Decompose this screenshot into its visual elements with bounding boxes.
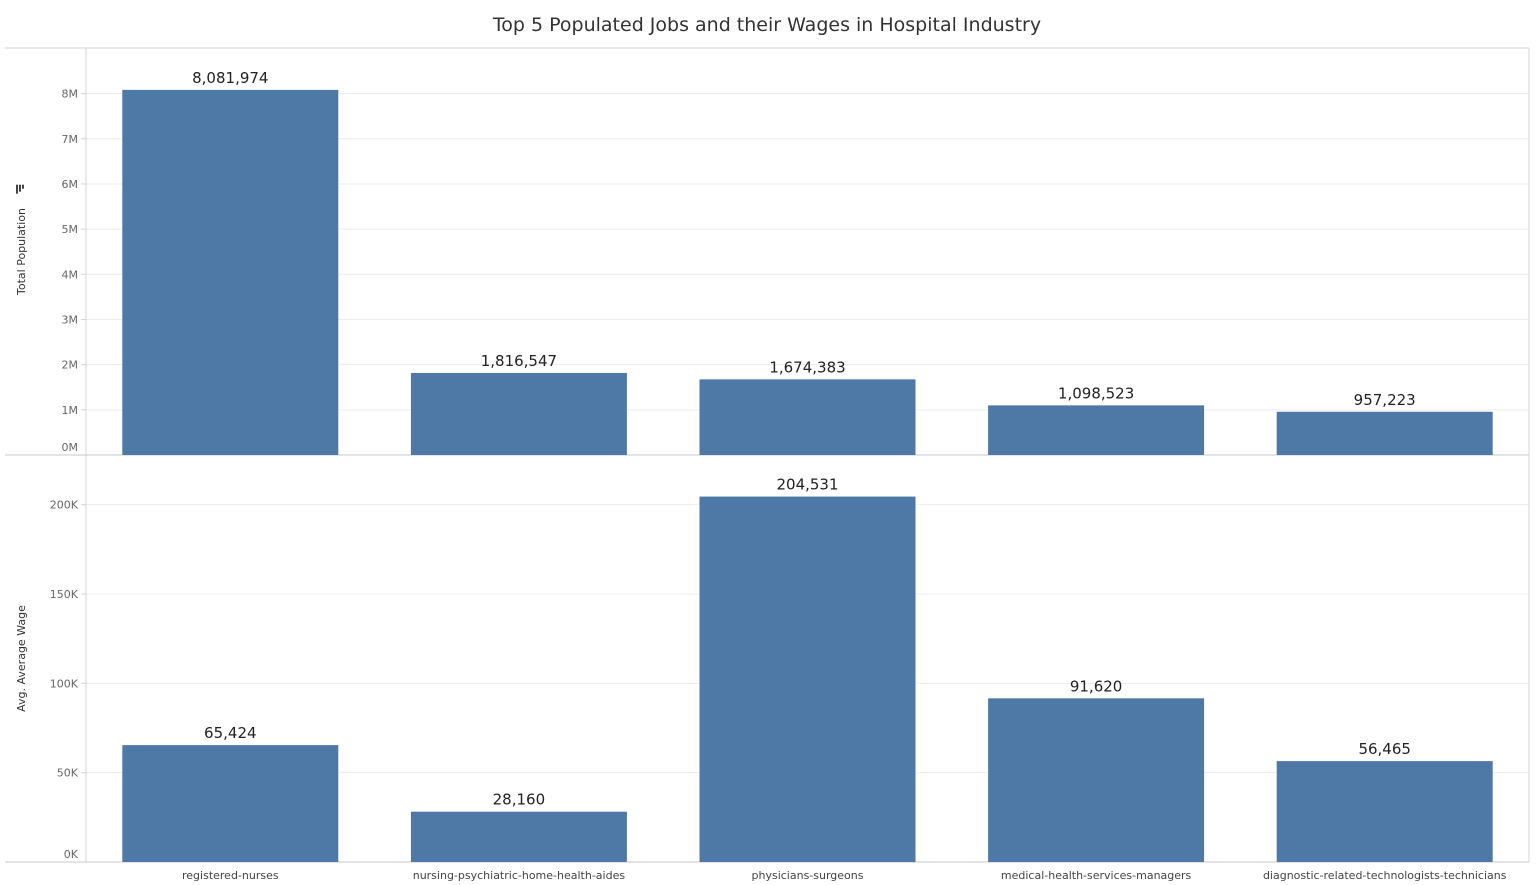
- y-tick-label: 8M: [62, 88, 79, 101]
- bar-wage-registered-nurses: [122, 745, 339, 862]
- y-tick-label: 6M: [62, 178, 79, 191]
- bar-population-medical-health-services-managers: [988, 405, 1205, 455]
- x-tick-label: physicians-surgeons: [752, 869, 864, 882]
- y-tick-label: 200K: [50, 499, 79, 512]
- y-tick-label: 4M: [62, 268, 79, 281]
- data-label: 957,223: [1354, 391, 1416, 409]
- bars: [122, 89, 1493, 862]
- y-tick-label: 150K: [50, 588, 79, 601]
- sort-descending-icon[interactable]: [16, 184, 24, 194]
- chart-title: Top 5 Populated Jobs and their Wages in …: [492, 14, 1041, 36]
- y-tick-label: 0K: [64, 848, 79, 861]
- data-label: 204,531: [776, 476, 838, 494]
- x-tick-label: medical-health-services-managers: [1001, 869, 1192, 882]
- bar-population-physicians-surgeons: [699, 379, 916, 455]
- y-tick-label: 5M: [62, 223, 79, 236]
- y-tick-label: 100K: [50, 677, 79, 690]
- x-tick-label: diagnostic-related-technologists-technic…: [1263, 869, 1507, 882]
- data-label: 8,081,974: [192, 69, 268, 87]
- y-tick-label: 2M: [62, 359, 79, 372]
- x-tick-label: registered-nurses: [182, 869, 279, 882]
- data-label: 65,424: [204, 724, 257, 742]
- y-tick-label: 7M: [62, 133, 79, 146]
- bar-wage-medical-health-services-managers: [988, 698, 1205, 862]
- bar-population-nursing-psychiatric-home-health-aides: [410, 372, 627, 455]
- data-label: 91,620: [1070, 677, 1123, 695]
- sort-icon-bar: [16, 184, 18, 194]
- bar-wage-physicians-surgeons: [699, 496, 916, 862]
- data-label: 1,674,383: [769, 358, 845, 376]
- y-axis-title: Total Population: [15, 208, 28, 296]
- bar-population-registered-nurses: [122, 89, 339, 455]
- bar-wage-diagnostic-related-technologists-technicians: [1276, 761, 1493, 862]
- bar-population-diagnostic-related-technologists-technicians: [1276, 411, 1493, 455]
- y-tick-label: 50K: [57, 767, 79, 780]
- y-axis-title: Avg. Average Wage: [15, 605, 28, 712]
- data-label: 1,098,523: [1058, 384, 1134, 402]
- bar-wage-nursing-psychiatric-home-health-aides: [410, 811, 627, 862]
- data-label: 28,160: [493, 791, 546, 809]
- y-tick-label: 3M: [62, 313, 79, 326]
- data-label: 56,465: [1358, 740, 1411, 758]
- x-tick-label: nursing-psychiatric-home-health-aides: [413, 869, 626, 882]
- y-tick-label: 0M: [62, 441, 79, 454]
- data-label: 1,816,547: [481, 352, 557, 370]
- sort-icon-bar: [22, 184, 24, 189]
- sort-icon-bar: [19, 184, 21, 192]
- labels: 0M 1M 2M 3M 4M 5M 6M 7M 8M Total Population 8,081,…: [15, 69, 1507, 882]
- y-tick-label: 1M: [62, 404, 79, 417]
